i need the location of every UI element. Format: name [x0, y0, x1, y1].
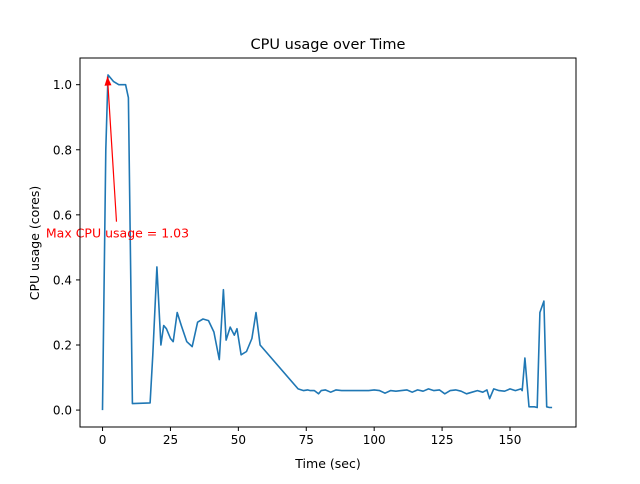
x-tick-label: 100: [363, 433, 386, 447]
x-tick-label: 25: [163, 433, 178, 447]
y-tick-label: 0.8: [53, 143, 72, 157]
x-tick-label: 75: [299, 433, 314, 447]
y-tick-label: 0.0: [53, 404, 72, 418]
y-tick-label: 0.4: [53, 273, 72, 287]
x-axis-ticks: 0 25 50 75 100 125 150: [99, 427, 522, 447]
x-tick-label: 0: [99, 433, 107, 447]
max-cpu-annotation: Max CPU usage = 1.03: [46, 226, 189, 241]
y-tick-label: 1.0: [53, 78, 72, 92]
annotation-arrow-head: [104, 76, 112, 86]
y-tick-label: 0.6: [53, 208, 72, 222]
chart-title: CPU usage over Time: [251, 37, 406, 53]
cpu-usage-series-line: [101, 74, 553, 411]
annotation-arrow: [106, 76, 118, 222]
x-tick-label: 125: [431, 433, 454, 447]
plot-area-frame: [79, 57, 577, 428]
y-axis-label: CPU usage (cores): [27, 186, 42, 300]
y-axis-ticks: 0.0 0.2 0.4 0.6 0.8 1.0: [53, 78, 80, 418]
x-axis-label: Time (sec): [294, 456, 360, 471]
x-tick-label: 150: [499, 433, 522, 447]
y-tick-label: 0.2: [53, 339, 72, 353]
x-tick-label: 50: [231, 433, 246, 447]
